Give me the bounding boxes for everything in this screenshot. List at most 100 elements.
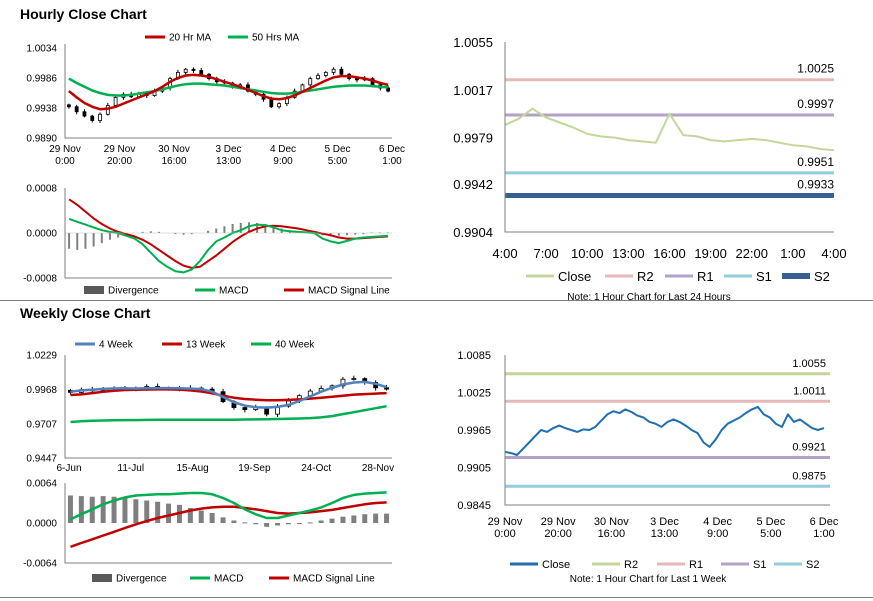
hourly-price-candle xyxy=(66,104,71,108)
x-tick-label: 22:00 xyxy=(735,246,768,261)
hourly-price-candle xyxy=(113,96,118,106)
x-tick-label: 29 Nov 0:00 xyxy=(49,144,81,167)
series-macd xyxy=(69,491,387,521)
legend-4-week-label: 4 Week xyxy=(99,340,134,351)
x-tick-label: 6-Jun xyxy=(56,463,81,474)
x-tick-label: 19-Sep xyxy=(238,463,271,474)
legend-s2-label: S2 xyxy=(814,269,830,284)
divergence-bar xyxy=(231,520,237,523)
level-label-s1: 0.9921 xyxy=(792,442,826,454)
y-tick-label: 1.0017 xyxy=(453,83,493,98)
weekly-section-title: Weekly Close Chart xyxy=(20,305,151,321)
divergence-bar xyxy=(242,522,248,524)
legend-s2-label: S2 xyxy=(806,559,819,571)
legend-13-week-label: 13 Week xyxy=(186,340,226,351)
weekly-price-candle xyxy=(340,378,346,387)
x-tick-label: 3 Dec 13:00 xyxy=(650,516,679,540)
x-tick-label: 29 Nov 20:00 xyxy=(541,516,576,540)
weekly-price-axes xyxy=(64,355,392,459)
legend-s1-label: S1 xyxy=(756,269,772,284)
y-tick-label: 1.0034 xyxy=(26,44,57,55)
legend-r2-label: R2 xyxy=(624,559,638,571)
divergence-bar xyxy=(329,518,335,523)
y-tick-label: 0.9890 xyxy=(26,134,57,145)
y-tick-label: 0.9447 xyxy=(26,454,57,465)
x-tick-label: 24-Oct xyxy=(301,463,331,474)
hourly-price-candle xyxy=(74,106,79,113)
legend-20hr-ma-label: 20 Hr MA xyxy=(169,33,212,44)
series-50hrs-ma xyxy=(68,77,389,97)
divergence-bar xyxy=(209,513,215,523)
level-label-s2: 0.9875 xyxy=(792,470,826,482)
legend-divergence-swatch xyxy=(84,286,104,294)
divergence-bar xyxy=(296,523,302,524)
hourly-price-candle xyxy=(199,70,204,75)
divergence-bar xyxy=(307,522,313,524)
x-tick-label: 4:00 xyxy=(821,246,846,261)
level-label-s2: 0.9933 xyxy=(797,178,834,192)
hourly-price-candle xyxy=(277,103,282,108)
x-tick-label: 30 Nov 16:00 xyxy=(594,516,629,540)
divergence-bar xyxy=(253,523,259,525)
y-tick-label: 0.9979 xyxy=(453,131,493,146)
hourly-price-candle xyxy=(183,68,188,73)
y-tick-label: -0.0064 xyxy=(23,559,57,570)
divergence-bar xyxy=(144,500,150,523)
divergence-bar xyxy=(198,510,204,523)
hourly-price-candle xyxy=(339,68,344,75)
x-tick-label: 19:00 xyxy=(694,246,727,261)
y-tick-label: -0.0008 xyxy=(23,274,57,285)
y-tick-label: 0.9904 xyxy=(453,225,493,240)
hourly-price-candle xyxy=(269,98,274,108)
divergence-bar xyxy=(362,514,368,523)
legend-close-label: Close xyxy=(558,269,591,284)
series-close xyxy=(504,107,835,152)
bottom-divider xyxy=(0,597,873,598)
series-close xyxy=(504,405,825,456)
series-13-week xyxy=(70,388,387,402)
y-tick-label: 0.9938 xyxy=(26,104,57,115)
y-tick-label: 0.9707 xyxy=(26,419,57,430)
chart-note: Note: 1 Hour Chart for Last 24 Hours xyxy=(567,292,730,303)
hourly-price-candle xyxy=(331,68,336,73)
x-tick-label: 3 Dec 13:00 xyxy=(215,144,241,167)
x-tick-label: 28-Nov xyxy=(362,463,394,474)
section-divider xyxy=(0,300,873,301)
x-tick-label: 7:00 xyxy=(533,246,558,261)
divergence-bar xyxy=(122,498,128,523)
chart-note: Note: 1 Hour Chart for Last 1 Week xyxy=(570,574,728,585)
x-tick-label: 6 Dec 1:00 xyxy=(810,516,839,540)
legend-40-week-label: 40 Week xyxy=(275,340,315,351)
y-tick-label: 1.0025 xyxy=(457,388,491,400)
x-tick-label: 6 Dec 1:00 xyxy=(379,144,405,167)
x-tick-label: 1:00 xyxy=(780,246,805,261)
series-20hr-ma xyxy=(68,73,389,111)
divergence-bar xyxy=(111,496,117,523)
weekly-macd-axes xyxy=(64,483,392,564)
x-tick-label: 4 Dec 9:00 xyxy=(270,144,296,167)
divergence-bar xyxy=(275,523,281,526)
legend-r1-label: R1 xyxy=(697,269,714,284)
y-tick-label: 0.9968 xyxy=(26,385,57,396)
weekly-price-candle xyxy=(242,407,248,410)
series-4-week xyxy=(70,380,387,409)
x-tick-label: 13:00 xyxy=(612,246,645,261)
x-tick-label: 4 Dec 9:00 xyxy=(703,516,732,540)
x-tick-label: 30 Nov 16:00 xyxy=(158,144,190,167)
level-label-r1: 1.0011 xyxy=(793,385,826,397)
divergence-bar xyxy=(166,503,172,523)
legend-macd-label: MACD xyxy=(214,574,243,585)
divergence-bar xyxy=(78,496,84,523)
legend-close-label: Close xyxy=(542,559,570,571)
divergence-bar xyxy=(133,499,139,523)
legend-r1-label: R1 xyxy=(689,559,703,571)
x-tick-label: 10:00 xyxy=(571,246,604,261)
level-label-r2: 1.0055 xyxy=(792,358,826,370)
y-tick-label: 0.9965 xyxy=(457,425,491,437)
legend-s1-label: S1 xyxy=(753,559,766,571)
divergence-bar xyxy=(187,508,193,523)
legend-r2-label: R2 xyxy=(637,269,654,284)
y-tick-label: 1.0229 xyxy=(26,351,57,362)
legend-divergence-label: Divergence xyxy=(108,286,159,297)
series-macd-signal-line xyxy=(70,501,387,548)
